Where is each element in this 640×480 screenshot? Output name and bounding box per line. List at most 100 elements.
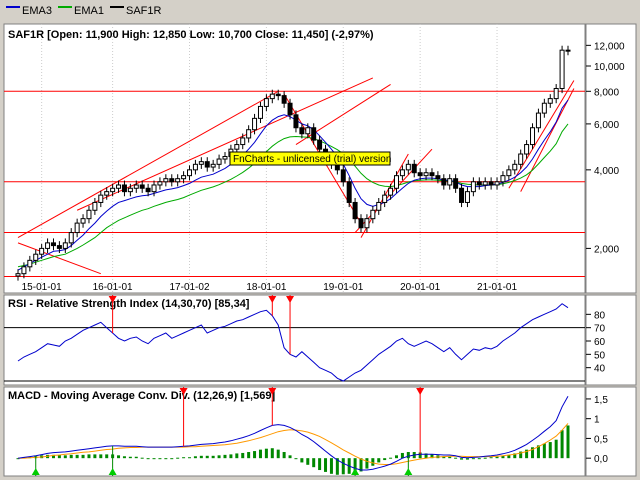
candle-body: [435, 175, 441, 180]
candle-body: [464, 191, 470, 203]
macd-hist-bar: [318, 458, 322, 471]
candle-body: [429, 172, 435, 177]
macd-hist-bar: [176, 457, 180, 459]
macd-hist-bar: [531, 447, 535, 459]
macd-hist-bar: [146, 458, 150, 460]
candle-body: [234, 144, 240, 150]
macd-hist-bar: [134, 456, 138, 459]
macd-buy-marker: [404, 468, 413, 475]
macd-hist-bar: [241, 452, 245, 459]
candle-body: [192, 163, 198, 171]
candle-body: [252, 117, 258, 131]
legend-bar: EMA3 EMA1 SAF1R: [0, 0, 640, 22]
ema1-legend-swatch: [58, 6, 72, 8]
macd-hist-bar: [341, 458, 345, 475]
macd-hist-bar: [223, 454, 227, 459]
macd-panel-axis: [585, 386, 637, 477]
macd-hist-bar: [483, 457, 487, 459]
candle-body: [281, 95, 287, 104]
candle-body: [411, 163, 417, 174]
candle-body: [388, 187, 394, 196]
candle-body: [80, 218, 86, 224]
candle-body: [275, 93, 281, 97]
candle-body: [133, 184, 139, 189]
macd-hist-bar: [51, 454, 55, 459]
rsi-sell-marker: [286, 296, 295, 303]
macd-hist-bar: [294, 458, 298, 460]
ema3-line: [17, 99, 569, 271]
macd-hist-bar: [371, 458, 375, 466]
macd-hist-bar: [164, 458, 168, 460]
macd-hist-bar: [312, 458, 316, 468]
macd-hist-bar: [353, 458, 357, 473]
macd-hist-bar: [170, 458, 174, 460]
rsi-sell-marker: [108, 296, 117, 303]
macd-hist-bar: [117, 455, 121, 459]
candle-body: [27, 259, 33, 268]
rsi-ytick-label: 50: [594, 350, 606, 361]
price-xtick-label: 18-01-01: [246, 282, 286, 293]
candle-body: [92, 201, 98, 211]
macd-hist-bar: [158, 458, 162, 460]
candle-body: [145, 187, 151, 193]
candle-body: [376, 201, 382, 211]
macd-hist-bar: [489, 457, 493, 459]
candle-body: [340, 169, 346, 183]
macd-hist-bar: [276, 449, 280, 459]
macd-signal-line: [18, 423, 569, 465]
macd-hist-bar: [525, 449, 529, 459]
price-ytick-label: 2,000: [594, 244, 619, 255]
candle-body: [216, 158, 222, 165]
macd-hist-bar: [406, 452, 410, 459]
macd-buy-marker: [351, 468, 360, 475]
rsi-sell-marker: [268, 296, 277, 303]
candle-body: [104, 191, 110, 196]
candle-body: [512, 163, 518, 171]
candle-body: [447, 178, 453, 186]
macd-hist-bar: [105, 454, 109, 459]
macd-hist-bar: [507, 454, 511, 459]
macd-hist-bar: [282, 452, 286, 459]
candle-body: [163, 178, 169, 183]
candle-body: [506, 169, 512, 177]
macd-hist-bar: [365, 458, 369, 469]
candle-body: [39, 247, 45, 255]
candle-body: [305, 127, 311, 135]
macd-buy-marker: [31, 468, 40, 475]
candle-body: [453, 178, 459, 189]
macd-hist-bar: [188, 457, 192, 459]
rsi-panel-axis: [585, 294, 637, 386]
macd-hist-bar: [471, 458, 475, 460]
price-ytick-label: 12,000: [594, 41, 625, 52]
macd-hist-bar: [264, 448, 268, 459]
candle-body: [311, 127, 317, 141]
rsi-ytick-label: 40: [594, 364, 606, 375]
candle-body: [21, 266, 27, 275]
candle-body: [110, 187, 116, 193]
macd-hist-bar: [519, 451, 523, 459]
candle-body: [98, 194, 104, 203]
candle-body: [246, 129, 252, 139]
macd-hist-bar: [205, 455, 209, 459]
macd-sell-marker: [416, 388, 425, 395]
macd-hist-bar: [128, 456, 132, 459]
macd-hist-bar: [324, 458, 328, 472]
macd-hist-bar: [442, 456, 446, 459]
macd-hist-bar: [253, 451, 257, 459]
macd-hist-bar: [566, 425, 570, 459]
macd-hist-bar: [75, 454, 79, 459]
macd-hist-bar: [377, 458, 381, 463]
macd-hist-bar: [424, 453, 428, 459]
candle-body: [370, 209, 376, 220]
candle-body: [352, 201, 358, 220]
price-panel-axis: [585, 23, 637, 294]
candle-body: [293, 114, 299, 129]
candle-body: [547, 98, 553, 104]
candle-body: [56, 245, 62, 249]
candle-body: [393, 175, 399, 189]
macd-hist-bar: [329, 458, 333, 474]
candle-body: [441, 178, 447, 186]
macd-hist-bar: [122, 456, 126, 459]
macd-hist-bar: [536, 445, 540, 459]
